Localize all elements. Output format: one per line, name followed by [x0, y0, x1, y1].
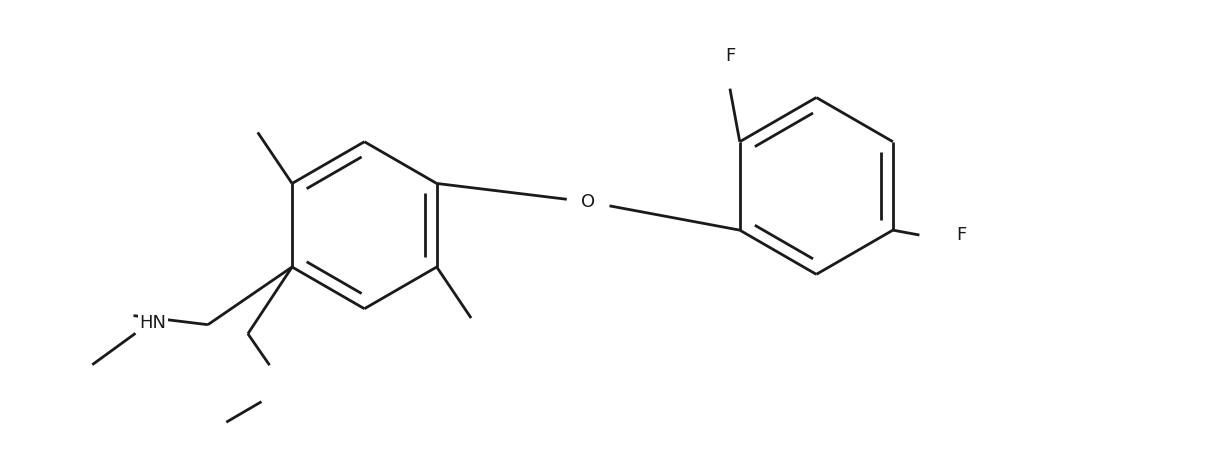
Text: HN: HN — [139, 314, 166, 332]
Text: F: F — [956, 226, 967, 244]
Text: F: F — [725, 47, 736, 65]
Text: O: O — [582, 193, 595, 211]
